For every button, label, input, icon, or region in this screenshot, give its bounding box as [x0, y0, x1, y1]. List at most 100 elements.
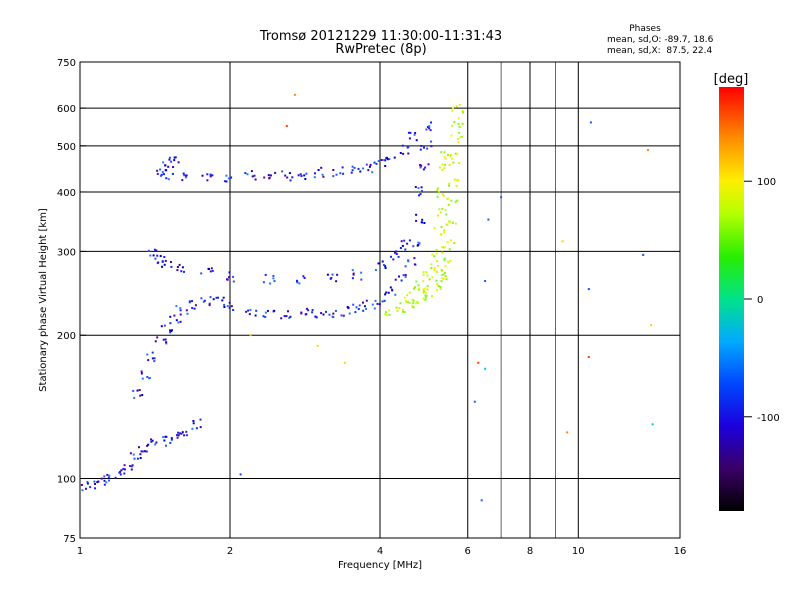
data-point	[305, 313, 308, 315]
data-point	[447, 154, 449, 157]
data-point	[172, 166, 175, 168]
data-point	[401, 144, 404, 147]
data-point	[169, 331, 172, 334]
data-point	[156, 169, 159, 172]
data-point	[442, 277, 445, 280]
data-point	[404, 248, 407, 251]
data-point	[371, 303, 374, 306]
data-point	[272, 277, 275, 280]
data-point	[223, 306, 226, 308]
y-tick-label: 100	[57, 475, 76, 486]
data-point	[181, 266, 184, 269]
data-point	[120, 469, 123, 472]
data-point	[307, 309, 310, 312]
data-point	[430, 263, 433, 266]
data-point	[422, 273, 425, 276]
data-point	[401, 244, 404, 247]
data-point	[267, 174, 270, 177]
data-point	[180, 270, 183, 273]
data-point	[452, 106, 454, 109]
data-point	[273, 280, 276, 283]
data-point	[362, 167, 365, 170]
data-point	[448, 164, 451, 166]
data-point	[322, 313, 325, 316]
data-point	[417, 284, 420, 287]
data-point	[227, 177, 230, 180]
data-point	[351, 269, 354, 272]
data-point	[181, 179, 184, 182]
data-point	[441, 251, 444, 254]
data-point	[450, 199, 453, 202]
data-point	[132, 453, 135, 456]
data-point	[443, 229, 446, 232]
data-point	[129, 452, 132, 455]
data-point	[351, 165, 354, 168]
data-point	[388, 309, 391, 312]
data-point	[439, 288, 442, 291]
data-point	[183, 174, 186, 177]
x-tick-label: 2	[227, 546, 233, 557]
data-point	[359, 170, 362, 173]
data-point	[141, 377, 144, 380]
data-point	[150, 438, 152, 441]
data-point	[561, 240, 564, 243]
data-point	[322, 175, 325, 178]
data-point	[451, 221, 454, 224]
data-point	[94, 483, 96, 485]
data-point	[289, 179, 292, 182]
data-point	[165, 444, 167, 447]
data-point	[420, 145, 423, 147]
data-point	[170, 330, 173, 332]
data-point	[452, 161, 455, 164]
data-point	[223, 303, 226, 306]
x-tick-label: 6	[465, 546, 471, 557]
data-point	[348, 312, 351, 315]
data-point	[293, 93, 296, 96]
data-point	[424, 294, 427, 297]
data-point	[96, 481, 99, 484]
data-point	[404, 265, 407, 268]
data-point	[411, 298, 414, 301]
data-point	[380, 159, 383, 161]
data-point	[405, 300, 408, 303]
data-point	[386, 158, 389, 161]
data-point	[320, 312, 323, 315]
data-point	[367, 169, 370, 172]
data-point	[268, 177, 271, 180]
data-point	[395, 306, 398, 309]
data-point	[438, 166, 441, 169]
data-point	[164, 338, 167, 341]
data-point	[392, 258, 395, 261]
data-point	[457, 138, 460, 141]
data-point	[119, 473, 122, 476]
data-point	[408, 239, 411, 242]
data-point	[422, 288, 425, 291]
data-point	[360, 271, 363, 274]
data-point	[443, 231, 446, 234]
data-point	[447, 261, 450, 264]
data-point	[351, 277, 354, 280]
data-point	[353, 166, 356, 169]
data-point	[374, 299, 377, 302]
data-point	[185, 430, 188, 433]
data-point	[384, 311, 387, 313]
data-point	[163, 439, 166, 442]
data-points	[80, 93, 654, 502]
data-point	[454, 222, 457, 225]
data-point	[163, 324, 166, 327]
data-point	[176, 269, 179, 272]
x-tick-label: 16	[674, 546, 687, 557]
data-point	[450, 134, 453, 137]
data-point	[365, 307, 367, 310]
data-point	[358, 304, 361, 307]
data-point	[449, 259, 452, 262]
data-point	[332, 175, 335, 178]
data-point	[246, 173, 249, 176]
data-point	[381, 300, 384, 303]
data-point	[500, 196, 503, 199]
data-point	[228, 301, 231, 304]
data-point	[441, 193, 444, 196]
data-point	[132, 389, 135, 392]
data-point	[207, 267, 210, 270]
data-point	[270, 174, 272, 177]
